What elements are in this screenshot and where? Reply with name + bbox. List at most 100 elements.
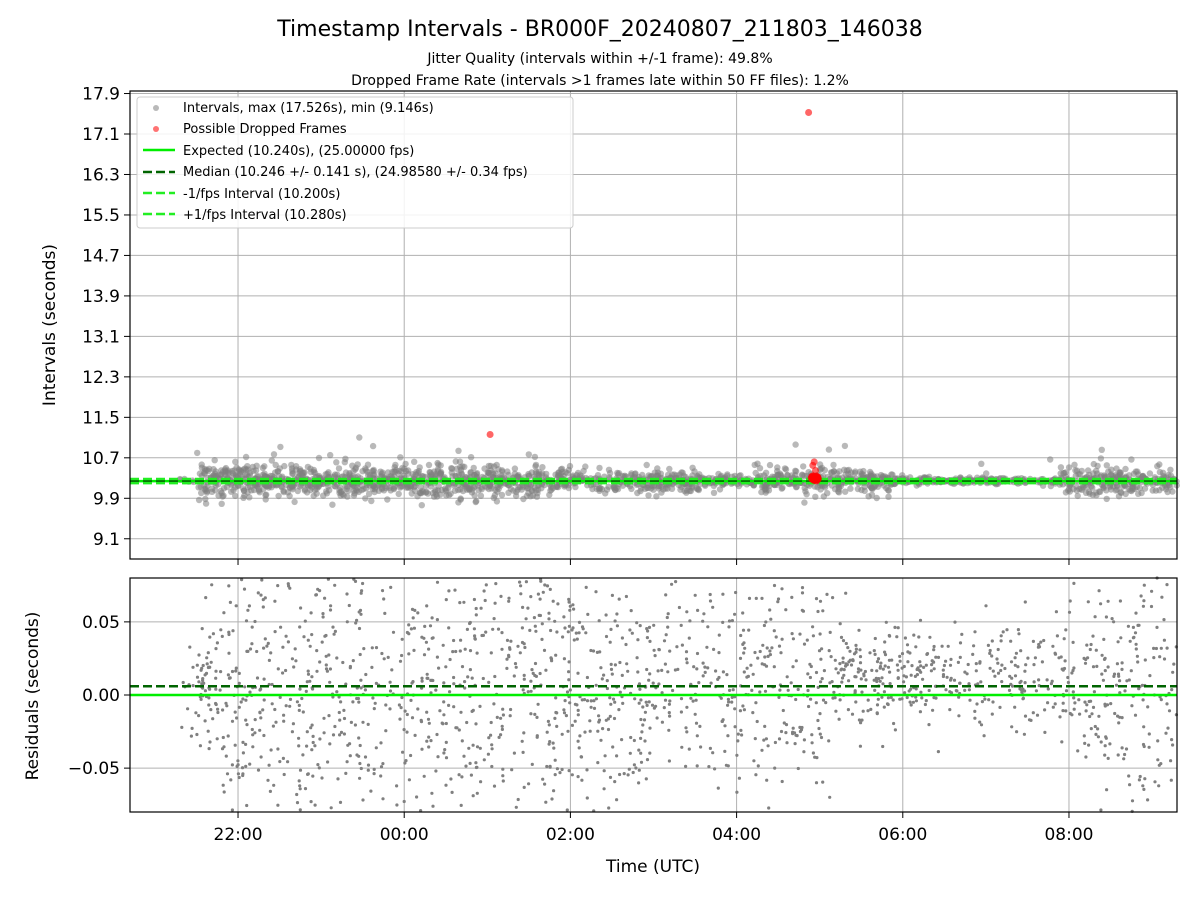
residual-point [900, 666, 904, 670]
interval-point [821, 466, 828, 474]
interval-point [239, 485, 247, 492]
residual-point [602, 769, 606, 773]
residual-point [698, 724, 702, 729]
residual-point [608, 775, 613, 780]
residual-point [844, 591, 848, 595]
interval-point [731, 472, 738, 480]
residual-point [1014, 651, 1019, 655]
interval-point [424, 490, 432, 497]
residual-point [579, 755, 584, 759]
interval-point [303, 489, 311, 496]
residual-point [1141, 784, 1145, 788]
residual-point [529, 689, 533, 693]
residual-point [516, 644, 520, 648]
interval-point [505, 471, 512, 479]
residual-point [306, 669, 310, 673]
interval-point [276, 465, 283, 472]
residual-point [580, 778, 584, 782]
residual-point [320, 640, 324, 644]
interval-point [1071, 461, 1078, 468]
residual-point [694, 721, 699, 725]
residual-point [790, 632, 794, 636]
residual-point [1088, 647, 1092, 652]
residual-point [858, 744, 863, 748]
residual-point [359, 686, 363, 690]
interval-point [371, 471, 378, 478]
residual-point [883, 640, 887, 644]
residual-point [597, 714, 601, 718]
residual-point [267, 658, 271, 663]
residual-point [501, 713, 505, 717]
residual-point [781, 708, 785, 713]
legend-box [136, 96, 574, 229]
interval-point [331, 482, 338, 490]
residual-point [388, 689, 393, 693]
residual-point [1043, 708, 1047, 712]
residual-point [586, 612, 590, 617]
residual-point [402, 728, 406, 732]
residual-point [219, 628, 223, 632]
residual-point [524, 580, 529, 584]
residual-point [766, 744, 770, 748]
residual-point [209, 708, 213, 712]
residual-point [702, 612, 706, 616]
residual-point [712, 647, 716, 652]
interval-point [639, 471, 646, 479]
interval-point [1074, 492, 1081, 500]
residual-point [333, 629, 337, 634]
residual-point [763, 724, 767, 729]
residual-point [606, 717, 611, 721]
residual-point [201, 663, 205, 668]
interval-point [458, 470, 465, 477]
residual-point [471, 794, 475, 798]
residual-point [547, 617, 551, 621]
residual-point [197, 714, 201, 718]
residual-point [948, 708, 952, 712]
residual-point [1135, 654, 1139, 658]
residual-point [779, 651, 783, 655]
residual-point [309, 726, 313, 730]
interval-point [1057, 464, 1065, 471]
interval-point [1047, 482, 1055, 490]
residual-point [288, 586, 292, 590]
residual-point [777, 695, 781, 700]
residual-point [1077, 698, 1081, 702]
residual-point [955, 689, 959, 693]
residual-point [1106, 756, 1110, 761]
residual-point [1166, 726, 1170, 730]
residual-point [914, 695, 918, 699]
residual-point [208, 665, 212, 669]
residual-point [730, 619, 735, 623]
interval-point [350, 468, 357, 475]
residual-point [214, 669, 218, 673]
residual-point [878, 664, 883, 669]
residuals-y-tick-label: −0.05 [68, 759, 120, 779]
residual-point [501, 707, 505, 711]
residual-point [606, 727, 611, 732]
residual-point [605, 686, 610, 691]
residual-point [214, 647, 218, 651]
residual-point [438, 709, 442, 713]
residual-point [641, 705, 645, 709]
residual-point [497, 735, 501, 740]
residual-point [1046, 687, 1050, 691]
residual-point [1007, 688, 1012, 693]
residual-point [508, 714, 512, 718]
residual-point [258, 688, 262, 692]
residual-point [873, 688, 877, 693]
residual-point [507, 599, 511, 603]
interval-point [242, 453, 250, 461]
residual-point [764, 737, 769, 741]
interval-point [1118, 489, 1125, 496]
intervals-reference-lines [130, 477, 1177, 485]
interval-point [637, 487, 644, 495]
residual-point [780, 779, 784, 784]
residual-point [802, 738, 807, 742]
residual-point [810, 733, 814, 737]
residual-point [207, 703, 211, 707]
residual-point [345, 592, 349, 596]
residual-point [1146, 798, 1150, 802]
residual-point [270, 702, 274, 706]
residual-point [754, 773, 758, 777]
residual-point [784, 723, 789, 727]
